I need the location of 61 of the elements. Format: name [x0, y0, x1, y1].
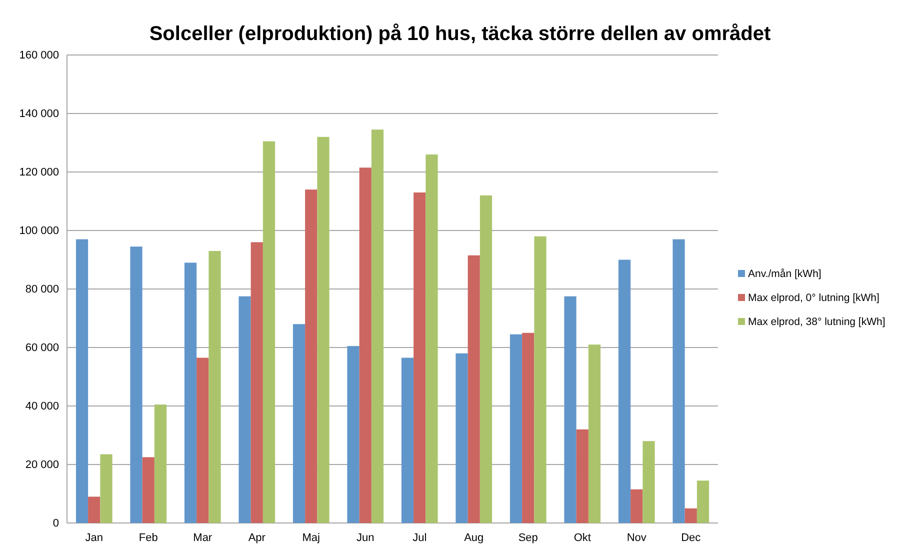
x-tick-label: Nov	[626, 532, 647, 544]
legend-label: Anv./mån [kWh]	[748, 268, 822, 280]
bar	[456, 353, 468, 523]
x-tick-label: Sep	[518, 532, 538, 544]
bar	[401, 358, 414, 523]
bar	[642, 441, 655, 523]
x-tick-label: Mar	[193, 532, 212, 544]
x-tick-label: Apr	[248, 532, 266, 544]
bar	[262, 141, 276, 523]
bar	[576, 429, 588, 523]
bar	[522, 332, 534, 523]
y-tick-label: 100 000	[19, 225, 59, 238]
y-tick-label: 40 000	[25, 400, 59, 413]
bar	[426, 154, 438, 523]
x-tick-label: Dec	[681, 532, 702, 544]
bar	[154, 404, 167, 523]
bar	[510, 334, 522, 523]
bar	[672, 239, 685, 523]
legend-label: Max elprod, 38° lutning [kWh]	[748, 316, 886, 328]
x-tick-label: Feb	[138, 532, 158, 544]
bar	[630, 489, 643, 523]
x-tick-label: Jun	[356, 532, 374, 544]
x-tick-label: Aug	[464, 532, 484, 544]
chart-title: Solceller (elproduktion) på 10 hus, täcka större dellen av området	[149, 23, 771, 45]
y-tick-label: 0	[52, 518, 59, 530]
bar	[250, 242, 263, 523]
bar	[317, 136, 330, 523]
legend-label: Max elprod, 0° lutning [kWh]	[748, 292, 880, 304]
bar	[414, 192, 426, 523]
bar	[76, 239, 88, 523]
x-tick-label: Okt	[574, 532, 591, 544]
bar	[534, 236, 546, 523]
bar	[196, 358, 209, 523]
y-tick-label: 140 000	[19, 108, 59, 120]
x-tick-label: Jul	[412, 532, 427, 544]
bar	[130, 246, 142, 523]
bar	[371, 130, 384, 523]
x-tick-label: Jan	[85, 532, 103, 544]
bar	[208, 250, 221, 523]
y-tick-label: 60 000	[25, 342, 59, 354]
y-tick-label: 160 000	[19, 50, 59, 62]
bar	[618, 260, 631, 523]
bar	[684, 508, 697, 523]
bar	[305, 190, 318, 523]
bar	[588, 344, 601, 523]
y-tick-label: 80 000	[25, 284, 59, 296]
bar	[359, 168, 372, 523]
y-tick-label: 120 000	[19, 166, 59, 179]
bar	[100, 454, 112, 523]
bar	[292, 324, 306, 523]
bar	[184, 262, 197, 523]
bar	[480, 195, 492, 523]
bar	[468, 255, 480, 523]
bar	[696, 480, 710, 523]
y-tick-label: 20 000	[25, 459, 59, 472]
bar	[347, 346, 360, 523]
bar	[564, 296, 576, 523]
bar	[88, 496, 100, 523]
bar	[238, 296, 251, 523]
bar	[142, 457, 154, 523]
x-tick-label: Maj	[302, 532, 320, 544]
